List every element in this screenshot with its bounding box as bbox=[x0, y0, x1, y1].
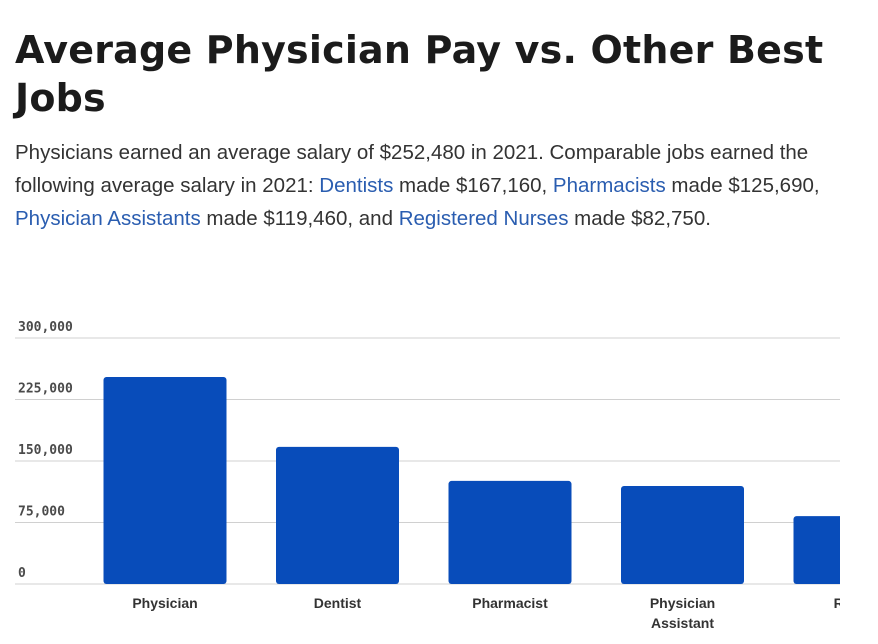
description-text: made $167,160, bbox=[393, 174, 553, 197]
y-tick-label: 75,000 bbox=[18, 505, 65, 520]
x-category-label: Physician bbox=[132, 595, 197, 611]
y-tick-label: 300,000 bbox=[18, 320, 73, 335]
pharmacists-link[interactable]: Pharmacists bbox=[552, 174, 666, 197]
description-text: Physicians earned an average salary of $… bbox=[15, 141, 809, 197]
description-text: made $82,750. bbox=[568, 207, 711, 230]
bar[interactable] bbox=[621, 486, 744, 584]
page-title: Average Physician Pay vs. Other Best Job… bbox=[15, 28, 824, 120]
description-text: made $119,460, and bbox=[200, 207, 399, 230]
bar[interactable] bbox=[276, 446, 399, 584]
x-category-label: Regist bbox=[834, 595, 877, 611]
physician-assistants-link[interactable]: Physician Assistants bbox=[15, 207, 201, 230]
registered-nurses-link[interactable]: Registered Nurses bbox=[398, 207, 569, 230]
y-tick-label: 150,000 bbox=[18, 443, 73, 458]
bar[interactable] bbox=[448, 480, 572, 584]
dentists-link[interactable]: Dentists bbox=[319, 174, 394, 197]
y-tick-label: 225,000 bbox=[18, 382, 73, 397]
x-category-label: Pharmacist bbox=[472, 595, 548, 611]
description: Physicians earned an average salary of $… bbox=[15, 136, 845, 235]
x-category-label: Physician Assistant bbox=[650, 595, 715, 631]
salary-bar-chart: 0 75,000 150,000 225,000 300,000 Physician De… bbox=[15, 320, 878, 631]
bar[interactable] bbox=[103, 376, 227, 584]
y-tick-label: 0 bbox=[18, 566, 26, 581]
x-category-label: Dentist bbox=[314, 595, 362, 611]
bar[interactable] bbox=[793, 516, 878, 584]
description-text: made $125,690, bbox=[665, 174, 820, 197]
